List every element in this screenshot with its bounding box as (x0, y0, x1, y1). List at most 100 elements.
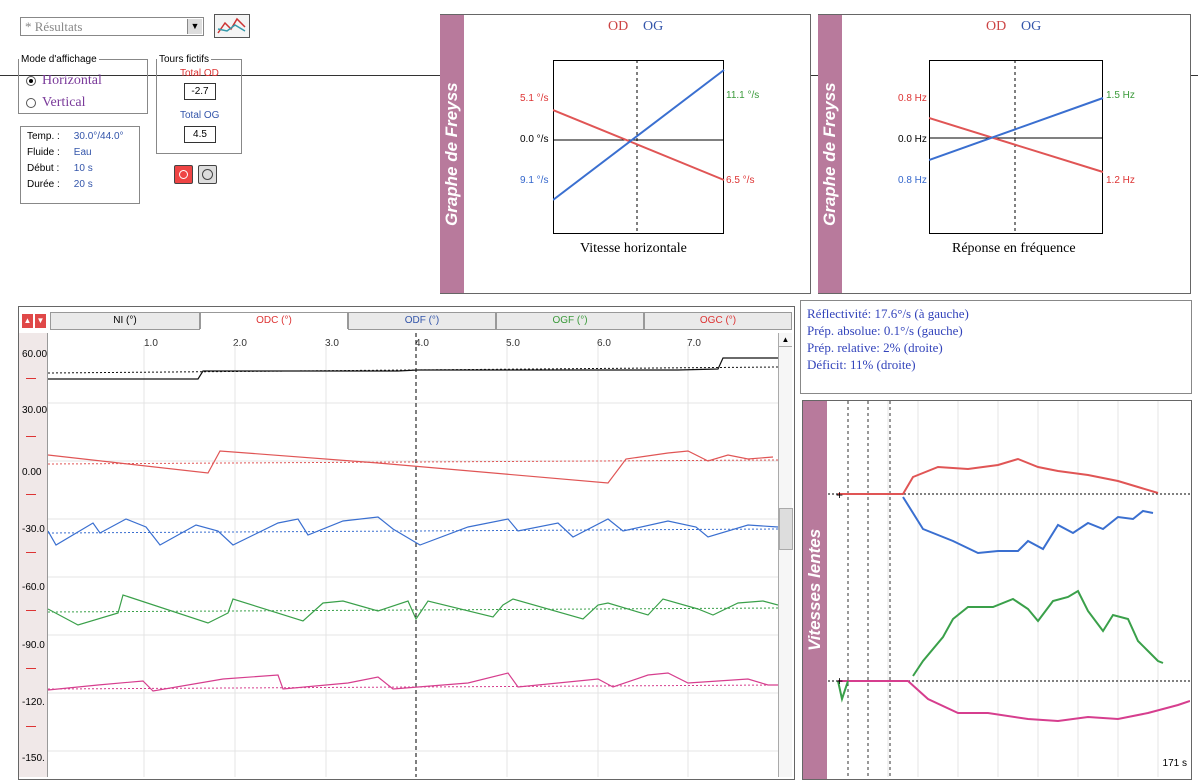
radio-selected-icon (26, 75, 36, 86)
slow-og-trace (902, 496, 1154, 555)
freyss1-label-top-left: 5.1 °/s (520, 93, 549, 104)
radio-unselected-icon (26, 97, 36, 108)
freyss2-od-line (929, 117, 1104, 173)
x-tick-label: 1.0 (144, 338, 158, 349)
freyss1-label-bottom-left: 9.1 °/s (520, 175, 549, 186)
info-label: Durée : (27, 179, 60, 190)
info-row-temp: Temp. : 30.0°/44.0° (25, 129, 126, 145)
radio-vertical[interactable]: Vertical (26, 95, 86, 111)
info-label: Fluide : (27, 147, 60, 158)
freyss2-label-bottom-left: 0.8 Hz (898, 175, 927, 186)
record-buttons (174, 165, 218, 187)
scroll-thumb[interactable] (779, 508, 793, 550)
trace-odc (48, 450, 774, 484)
radio-horizontal[interactable]: Horizontal (26, 73, 102, 89)
metric-deficit: Déficit: 11% (droite) (807, 357, 916, 372)
slow-green-trace (912, 589, 1164, 677)
freyss2-label-top-left: 0.8 Hz (898, 93, 927, 104)
target-icon (179, 170, 188, 179)
metric-reflectivity: Réflectivité: 17.6°/s (à gauche) (807, 306, 969, 321)
y-tick-label: 60.00 (22, 349, 48, 360)
trace-panel (18, 306, 795, 780)
info-label: Début : (27, 163, 60, 174)
tours-fictifs-title: Tours fictifs (159, 54, 210, 65)
tab-ogf[interactable]: OGF (°) (496, 312, 644, 330)
scroll-up-button[interactable]: ▲ (22, 314, 33, 328)
info-value: 10 s (73, 163, 93, 174)
vertical-scrollbar[interactable]: ▲ (778, 333, 793, 777)
freyss1-plot (553, 60, 725, 234)
radio-horizontal-label: Horizontal (42, 73, 102, 88)
y-tick-label: -90.0 (22, 640, 45, 651)
display-mode-title: Mode d'affichage (21, 54, 97, 65)
freyss2-label-mid-left: 0.0 Hz (898, 134, 927, 145)
tab-odc[interactable]: ODC (°) (200, 312, 348, 329)
slow-od-trace (838, 457, 1159, 495)
tours-fictifs-group: Tours fictifs (156, 54, 242, 154)
freyss1-og-line (553, 69, 725, 201)
tab-ogc[interactable]: OGC (°) (644, 312, 792, 330)
scroll-up-arrow-icon[interactable]: ▲ (779, 333, 792, 347)
chevron-down-icon[interactable]: ▼ (187, 19, 202, 34)
reset-icon (202, 169, 214, 180)
freyss2-caption: Réponse en fréquence (952, 241, 1076, 256)
tab-ni[interactable]: NI (°) (50, 312, 200, 330)
total-og-field[interactable]: 4.5 (184, 126, 216, 143)
chart-icon (217, 17, 246, 34)
slow-phase-panel: Vitesses lentes + + 171 s (802, 400, 1192, 780)
trace-odf (48, 516, 778, 546)
svg-text:+: + (836, 488, 843, 502)
freyss2-plot (929, 60, 1104, 234)
info-row-duration: Durée : 20 s (25, 177, 126, 193)
traces-plot (48, 333, 778, 777)
scroll-down-button[interactable]: ▼ (35, 314, 46, 328)
y-minor-tick (26, 552, 36, 553)
y-axis-strip (19, 333, 48, 777)
trace-ogf (48, 594, 778, 626)
y-minor-tick (26, 494, 36, 495)
target-button[interactable] (174, 165, 193, 184)
info-box: Temp. : 30.0°/44.0° Fluide : Eau Début : 10… (20, 126, 140, 204)
freyss2-legend-od: OD (986, 19, 1007, 34)
freyss2-label-top-right: 1.5 Hz (1106, 90, 1135, 101)
slow-green-start (837, 680, 849, 703)
freyss1-caption: Vitesse horizontale (580, 241, 687, 256)
y-tick-label: -60.0 (22, 582, 45, 593)
y-minor-tick (26, 436, 36, 437)
x-tick-label: 6.0 (597, 338, 611, 349)
x-tick-label: 2.0 (233, 338, 247, 349)
tab-odf[interactable]: ODF (°) (348, 312, 496, 330)
y-minor-tick (26, 668, 36, 669)
trace-ogc (48, 672, 778, 692)
freyss2-legend-og: OG (1021, 19, 1042, 34)
results-select[interactable]: * Résultats ▼ (20, 17, 204, 36)
total-od-field[interactable]: -2.7 (184, 83, 216, 100)
freyss-panel-1: Graphe de Freyss OD OG 5.1 °/s 0.0 °/s 9… (440, 14, 811, 294)
metric-abs-prep: Prép. absolue: 0.1°/s (gauche) (807, 323, 963, 338)
info-value: 30.0°/44.0° (73, 131, 124, 142)
freyss-side-title-1: Graphe de Freyss (440, 15, 464, 293)
chart-icon-button[interactable] (214, 14, 250, 38)
radio-vertical-label: Vertical (42, 95, 86, 110)
x-tick-label: 3.0 (325, 338, 339, 349)
metric-rel-prep: Prép. relative: 2% (droite) (807, 340, 943, 355)
slow-phase-time: 171 s (1162, 758, 1187, 769)
freyss1-label-bottom-right: 6.5 °/s (726, 175, 755, 186)
y-tick-label: 30.00 (22, 405, 48, 416)
freyss1-od-line (553, 109, 725, 181)
freyss2-og-line (929, 97, 1104, 161)
x-tick-label: 5.0 (506, 338, 520, 349)
y-tick-label: -120. (22, 697, 45, 708)
reset-button[interactable] (198, 165, 218, 184)
display-mode-group: Mode d'affichage (18, 54, 148, 114)
total-od-label: Total OD (180, 68, 219, 79)
freyss1-label-top-right: 11.1 °/s (726, 90, 760, 101)
x-tick-label: 4.0 (415, 338, 429, 349)
info-row-fluid: Fluide : Eau (25, 145, 126, 161)
y-tick-label: 0.00 (22, 467, 42, 478)
slow-pink-trace (838, 680, 1190, 723)
info-label: Temp. : (27, 131, 60, 142)
y-minor-tick (26, 726, 36, 727)
metrics-box: Réflectivité: 17.6°/s (à gauche) Prép. a… (800, 300, 1192, 394)
freyss1-legend-od: OD (608, 19, 629, 34)
